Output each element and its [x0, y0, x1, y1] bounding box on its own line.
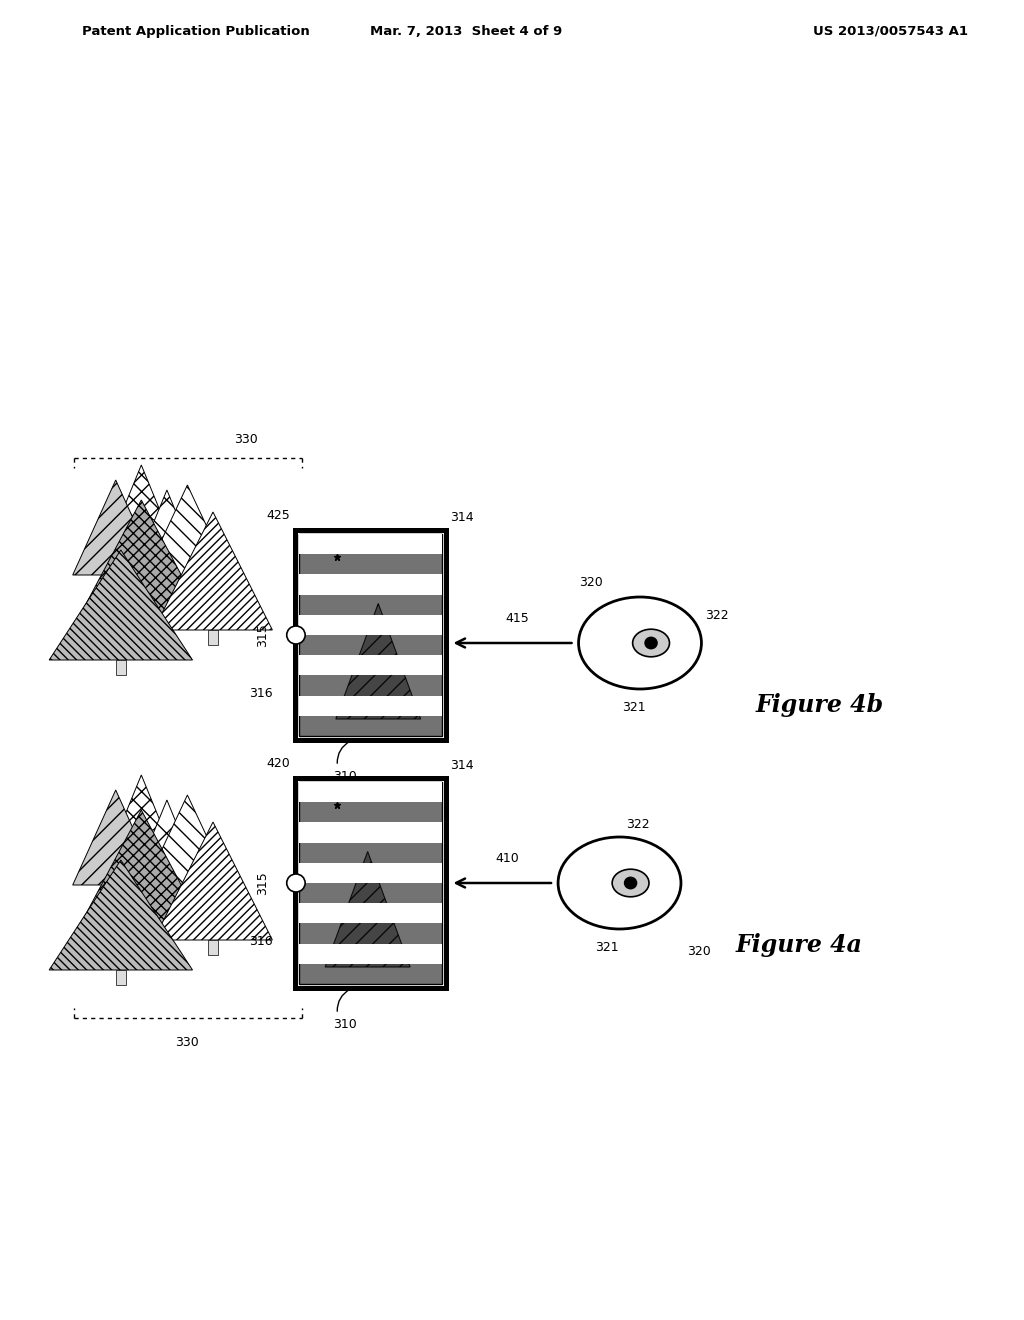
Polygon shape [138, 795, 237, 900]
Bar [295, 531, 446, 741]
Polygon shape [154, 512, 272, 630]
Bar [299, 635, 442, 655]
Bar [111, 884, 121, 900]
Text: Patent Application Publication: Patent Application Publication [82, 25, 309, 38]
Bar [299, 803, 442, 822]
Polygon shape [73, 789, 159, 884]
Ellipse shape [633, 630, 670, 657]
Ellipse shape [644, 636, 657, 649]
Polygon shape [138, 484, 237, 590]
Text: 320: 320 [687, 945, 712, 958]
Text: 322: 322 [706, 609, 729, 622]
Bar [162, 540, 172, 554]
Ellipse shape [612, 869, 649, 896]
Bar [136, 520, 146, 535]
Bar [299, 554, 442, 574]
Polygon shape [119, 775, 164, 830]
Bar [208, 940, 218, 954]
Text: 415: 415 [506, 612, 529, 624]
Bar [299, 863, 442, 883]
Bar [299, 655, 442, 676]
Polygon shape [146, 800, 187, 850]
Polygon shape [49, 550, 193, 660]
Text: US 2013/0057543 A1: US 2013/0057543 A1 [813, 25, 968, 38]
Text: 330: 330 [233, 433, 258, 446]
Text: Figure 4a: Figure 4a [735, 933, 862, 957]
Bar [136, 830, 146, 845]
Polygon shape [49, 861, 193, 970]
Polygon shape [75, 810, 208, 935]
Text: 425: 425 [266, 510, 290, 521]
Polygon shape [154, 822, 272, 940]
Bar [299, 964, 442, 983]
Polygon shape [146, 490, 187, 540]
Bar [299, 574, 442, 594]
Ellipse shape [579, 597, 701, 689]
Bar [111, 576, 121, 590]
Text: 420: 420 [266, 756, 290, 770]
Bar [299, 676, 442, 696]
Text: 315: 315 [256, 623, 269, 647]
Bar [295, 777, 446, 987]
Text: 320: 320 [579, 576, 603, 589]
Polygon shape [75, 500, 208, 624]
Ellipse shape [558, 837, 681, 929]
Text: Figure 4b: Figure 4b [755, 693, 884, 717]
Text: 314: 314 [451, 511, 474, 524]
Bar [136, 935, 146, 950]
Bar [299, 903, 442, 924]
Text: 315: 315 [256, 871, 269, 895]
Polygon shape [119, 465, 164, 520]
Text: 310: 310 [333, 770, 356, 783]
Circle shape [287, 626, 305, 644]
Bar [208, 630, 218, 645]
Bar [299, 535, 442, 737]
Bar [299, 781, 442, 803]
Bar [182, 900, 193, 915]
Polygon shape [326, 851, 410, 968]
Bar [116, 660, 126, 675]
Bar [299, 594, 442, 615]
Bar [299, 842, 442, 863]
Text: 321: 321 [622, 701, 646, 714]
Text: 316: 316 [249, 936, 272, 948]
Bar [299, 615, 442, 635]
Bar [299, 883, 442, 903]
Text: 322: 322 [626, 818, 650, 832]
Bar [295, 531, 446, 741]
Bar [295, 777, 446, 987]
Text: 410: 410 [496, 851, 519, 865]
Bar [299, 535, 442, 554]
Bar [299, 715, 442, 737]
Bar [299, 944, 442, 964]
Polygon shape [336, 603, 421, 719]
Text: Mar. 7, 2013  Sheet 4 of 9: Mar. 7, 2013 Sheet 4 of 9 [370, 25, 562, 38]
Ellipse shape [624, 876, 637, 890]
Text: 316: 316 [249, 688, 272, 701]
Circle shape [287, 874, 305, 892]
Bar [299, 781, 442, 983]
Bar [182, 590, 193, 605]
Text: 330: 330 [175, 1036, 200, 1049]
Bar [136, 624, 146, 640]
Text: 321: 321 [595, 941, 620, 954]
Bar [299, 696, 442, 715]
Bar [116, 970, 126, 985]
Bar [299, 924, 442, 944]
Polygon shape [73, 480, 159, 576]
Text: 314: 314 [451, 759, 474, 772]
Text: 310: 310 [333, 1018, 356, 1031]
Bar [299, 822, 442, 842]
Bar [162, 850, 172, 865]
